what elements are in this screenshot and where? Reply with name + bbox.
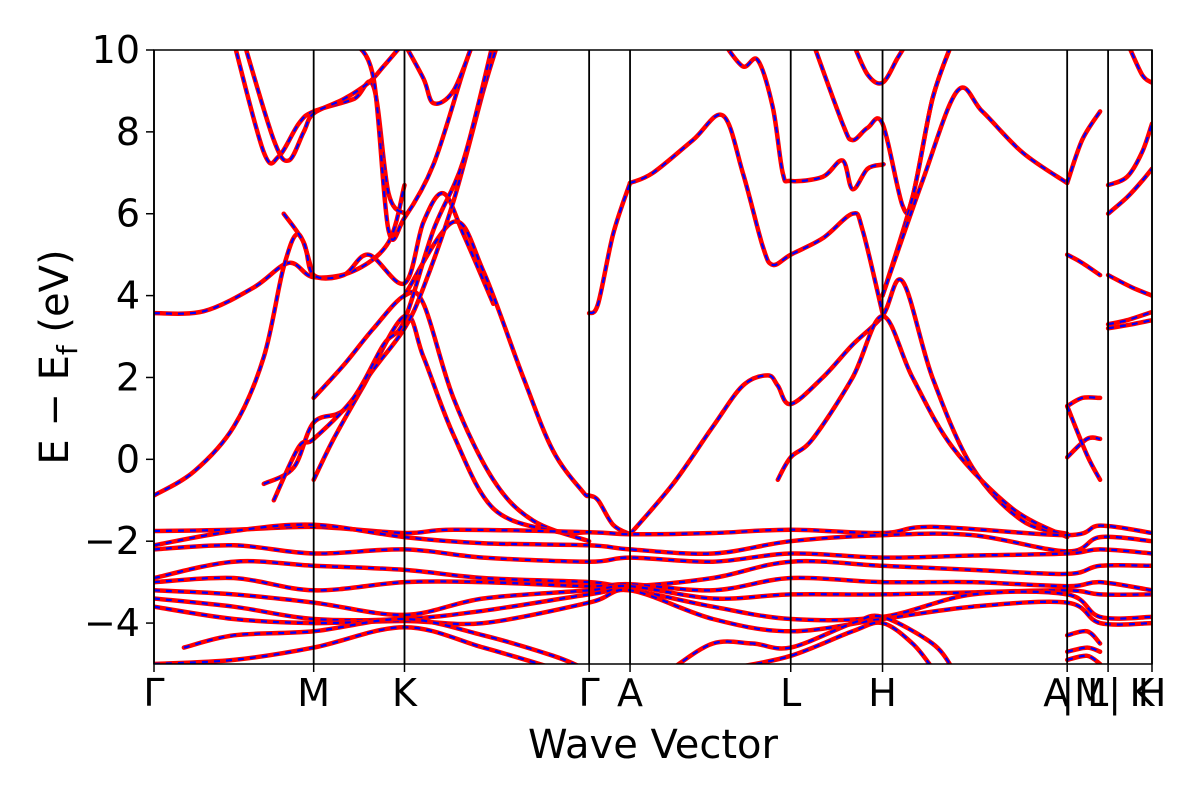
y-axis-label-subscript: f [51, 344, 84, 355]
band-line-41 [154, 624, 548, 664]
band-line-overlay-29 [1107, 319, 1152, 330]
x-tick-label-8: |M [1061, 671, 1107, 716]
band-line-overlay-44 [1066, 629, 1101, 645]
x-tick-label-3: Γ [579, 671, 600, 715]
x-tick-label-4: A [617, 671, 643, 715]
y-tick-label-7: 10 [92, 28, 140, 72]
band-line-overlay-5 [403, 220, 631, 536]
band-line-15 [627, 277, 1070, 537]
y-axis-label: E − Ef (eV) [32, 249, 84, 464]
band-line-25 [1064, 109, 1103, 186]
band-line-22 [1064, 395, 1103, 409]
band-line-overlay-13 [629, 113, 884, 314]
band-line-overlay-43 [749, 621, 931, 664]
band-line-overlay-7 [312, 314, 590, 535]
y-axis-label-unit: (eV) [32, 249, 78, 345]
band-line-overlay-46 [1066, 654, 1101, 664]
band-line-1 [154, 231, 316, 498]
band-line-overlay-4 [282, 192, 495, 305]
band-line-0 [154, 182, 407, 316]
band-line-overlay-41 [154, 626, 544, 664]
band-line-overlay-27 [1107, 168, 1152, 215]
y-tick-label-6: 8 [116, 110, 140, 154]
band-line-overlay-42 [677, 614, 951, 664]
y-axis-label-main: E − E [32, 355, 78, 465]
band-line-overlay-23 [1066, 436, 1101, 459]
band-line-overlay-9 [272, 50, 493, 501]
band-line-overlay-31 [1129, 50, 1152, 84]
band-line-26 [1105, 121, 1152, 188]
y-tick-label-1: −2 [84, 519, 140, 563]
band-line-5 [402, 219, 633, 537]
band-line-6 [311, 289, 592, 544]
band-line-overlay-6 [312, 290, 590, 543]
band-line-overlay-18 [854, 50, 904, 85]
band-line-overlay-11 [406, 50, 472, 105]
band-line-12 [586, 180, 633, 316]
band-line-overlay-34 [154, 544, 1152, 563]
band-line-overlay-1 [154, 233, 315, 497]
band-line-overlay-28 [1107, 310, 1152, 326]
band-line-overlay-24 [1066, 405, 1102, 481]
band-line-overlay-25 [1066, 110, 1102, 184]
band-line-overlay-14 [727, 50, 885, 191]
band-line-4 [281, 191, 496, 307]
x-tick-label-1: M [297, 671, 330, 715]
x-tick-label-9: L| [1087, 671, 1121, 716]
band-line-overlay-12 [588, 182, 632, 315]
band-line-overlay-21 [1066, 253, 1101, 277]
x-tick-label-10: K [1130, 671, 1156, 715]
band-line-overlay-35 [154, 560, 1152, 588]
band-line-20 [880, 85, 1070, 298]
band-line-overlay-3 [245, 50, 399, 162]
band-line-overlay-45 [1066, 646, 1101, 653]
band-line-overlay-15 [629, 278, 1068, 535]
band-line-18 [853, 50, 906, 86]
band-line-overlay-33 [154, 523, 1152, 555]
band-lines [154, 50, 1152, 664]
band-line-overlay-36 [154, 576, 1152, 592]
y-tick-label-2: 0 [116, 437, 140, 481]
y-axis-ticks: −4 −2 0 2 4 6 8 10 [84, 28, 154, 645]
x-tick-label-5: L [780, 671, 801, 715]
x-tick-label-0: Γ [143, 671, 164, 715]
x-axis-ticks: Γ M K Γ A L H A|ML| KH [143, 664, 1166, 716]
y-tick-label-3: 2 [116, 355, 140, 399]
x-axis-label: Wave Vector [528, 722, 779, 768]
y-tick-label-5: 6 [116, 192, 140, 236]
band-line-13 [627, 112, 885, 316]
y-tick-label-0: −4 [84, 601, 140, 645]
band-line-overlay-40 [183, 617, 577, 664]
x-tick-label-2: K [392, 671, 418, 715]
band-line-overlay-20 [881, 86, 1068, 296]
y-tick-label-4: 4 [116, 274, 140, 318]
band-line-overlay-22 [1066, 396, 1101, 408]
band-line-overlay-39 [154, 588, 1152, 633]
band-line-34 [154, 542, 1152, 564]
x-tick-label-6: H [868, 671, 897, 715]
band-line-11 [405, 50, 473, 106]
band-line-31 [1128, 50, 1152, 85]
x-tick-label-11: H [1138, 671, 1167, 715]
band-line-overlay-38 [154, 588, 1152, 622]
x-tick-label-7: A [1043, 671, 1069, 715]
band-line-overlay-30 [1107, 274, 1152, 297]
axes-frame [153, 49, 1153, 665]
